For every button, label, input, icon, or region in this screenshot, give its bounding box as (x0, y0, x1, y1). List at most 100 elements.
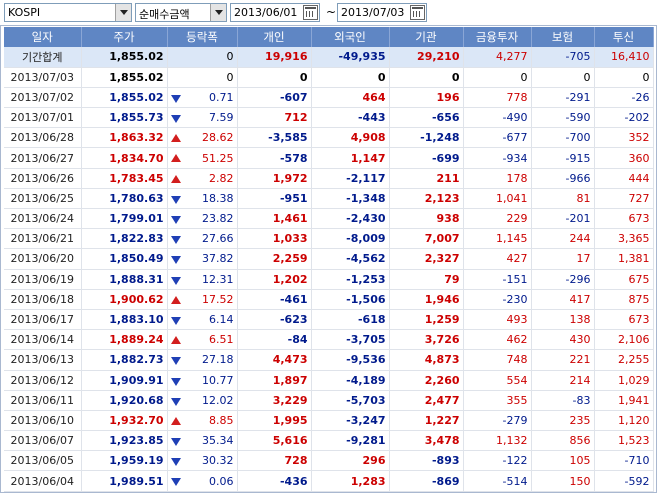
row-fin-invest: 355 (463, 390, 532, 411)
row-institution: 3,726 (389, 329, 464, 351)
row-institution: 3,478 (389, 430, 464, 452)
down-arrow-icon (170, 216, 181, 224)
row-institution: 2,260 (389, 370, 464, 391)
row-fin-invest: -514 (463, 470, 532, 492)
col-price[interactable]: 주가 (81, 27, 168, 47)
row-change: 27.66 (167, 228, 238, 250)
table-row[interactable]: 2013/06/24 1,799.01 23.82 1,461 -2,430 938 229… (4, 208, 654, 230)
end-date-field[interactable]: 2013/07/03 (337, 3, 427, 22)
col-foreign[interactable]: 외국인 (311, 27, 390, 47)
row-trust: 673 (594, 309, 654, 331)
row-institution: 1,227 (389, 410, 464, 432)
row-change: 37.82 (167, 248, 238, 270)
row-date: 2013/06/27 (4, 147, 82, 169)
table-row[interactable]: 2013/06/28 1,863.32 28.62 -3,585 4,908 -1,248… (4, 127, 654, 149)
row-institution: 1,946 (389, 289, 464, 310)
row-fin-invest: 427 (463, 248, 532, 270)
row-date: 2013/06/19 (4, 269, 82, 290)
row-price: 1,855.02 (81, 67, 168, 88)
start-date-field[interactable]: 2013/06/01 (230, 3, 320, 22)
col-fin-invest[interactable]: 금융투자 (463, 27, 532, 47)
row-institution: 196 (389, 87, 464, 109)
col-trust[interactable]: 투신 (594, 27, 654, 47)
col-individual[interactable]: 개인 (237, 27, 312, 47)
row-institution: 2,477 (389, 390, 464, 411)
row-foreign: -1,253 (311, 269, 390, 290)
row-institution: 79 (389, 269, 464, 290)
market-select[interactable]: KOSPI (4, 3, 132, 22)
row-foreign: -2,117 (311, 168, 390, 189)
row-change: 28.62 (167, 127, 238, 149)
table-row[interactable]: 2013/06/18 1,900.62 17.52 -461 -1,506 1,946 -2… (4, 289, 654, 310)
row-institution: 938 (389, 208, 464, 230)
row-foreign: -2,430 (311, 208, 390, 230)
row-foreign: 0 (311, 67, 390, 88)
table-row[interactable]: 2013/06/26 1,783.45 2.82 1,972 -2,117 211 178-… (4, 168, 654, 189)
row-price: 1,932.70 (81, 410, 168, 432)
row-date: 2013/06/18 (4, 289, 82, 310)
row-fin-invest: -934 (463, 147, 532, 169)
table-row[interactable]: 2013/06/17 1,883.10 6.14 -623 -618 1,259 493 13… (4, 309, 654, 331)
row-trust: 673 (594, 208, 654, 230)
row-price: 1,920.68 (81, 390, 168, 411)
row-date: 2013/06/24 (4, 208, 82, 230)
chevron-down-icon[interactable] (210, 4, 226, 21)
row-date: 2013/06/12 (4, 370, 82, 391)
table-row[interactable]: 2013/06/13 1,882.73 27.18 4,473 -9,536 4,873 7… (4, 349, 654, 371)
row-fin-invest: 748 (463, 349, 532, 371)
metric-select[interactable]: 순매수금액 (135, 3, 227, 22)
row-price: 1,989.51 (81, 470, 168, 492)
chevron-down-icon[interactable] (115, 4, 131, 21)
row-trust: 2,255 (594, 349, 654, 371)
table-row[interactable]: 2013/06/07 1,923.85 35.34 5,616 -9,281 3,478 1… (4, 430, 654, 452)
calendar-icon[interactable] (303, 5, 318, 20)
table-row[interactable]: 2013/06/21 1,822.83 27.66 1,033 -8,009 7,007 1… (4, 228, 654, 250)
col-insurance[interactable]: 보험 (531, 27, 595, 47)
filter-toolbar: KOSPI 순매수금액 2013/06/01 ~ 2013/07/03 (0, 0, 657, 26)
row-institution: 2,327 (389, 248, 464, 270)
row-date: 2013/07/03 (4, 67, 82, 88)
table-row[interactable]: 2013/07/03 1,855.02 0 0 0 0 0 0 0 (4, 67, 654, 88)
row-trust: 0 (594, 67, 654, 88)
row-price: 1,799.01 (81, 208, 168, 230)
row-institution: 0 (389, 67, 464, 88)
table-row[interactable]: 2013/06/10 1,932.70 8.85 1,995 -3,247 1,227 -2… (4, 410, 654, 432)
table-row[interactable]: 2013/06/19 1,888.31 12.31 1,202 -1,253 79 -151… (4, 269, 654, 290)
row-individual: 728 (237, 450, 312, 472)
col-date[interactable]: 일자 (4, 27, 82, 47)
row-fin-invest: 493 (463, 309, 532, 331)
row-institution: -869 (389, 470, 464, 492)
table-row[interactable]: 2013/06/27 1,834.70 51.25 -578 1,147 -699 -934… (4, 147, 654, 169)
table-row[interactable]: 2013/06/25 1,780.63 18.38 -951 -1,348 2,123 1,… (4, 188, 654, 210)
col-change[interactable]: 등락폭 (167, 27, 238, 47)
row-individual: -436 (237, 470, 312, 492)
row-fin-invest: 554 (463, 370, 532, 391)
col-institution[interactable]: 기관 (389, 27, 464, 47)
row-date: 2013/06/20 (4, 248, 82, 270)
table-row[interactable]: 2013/07/02 1,855.02 0.71 -607 464 196 778 -291-… (4, 87, 654, 109)
start-date-value: 2013/06/01 (234, 6, 298, 19)
row-individual: 1,202 (237, 269, 312, 290)
table-row[interactable]: 2013/06/11 1,920.68 12.02 3,229 -5,703 2,477 3… (4, 390, 654, 411)
table-row[interactable]: 2013/06/04 1,989.51 0.06 -436 1,283 -869 -514 1… (4, 470, 654, 492)
row-change: 0 (167, 67, 238, 88)
row-date: 2013/06/04 (4, 470, 82, 492)
row-price: 1,855.02 (81, 87, 168, 109)
row-institution: 4,873 (389, 349, 464, 371)
row-individual: 0 (237, 67, 312, 88)
calendar-icon[interactable] (410, 5, 425, 20)
down-arrow-icon (170, 115, 181, 124)
table-row[interactable]: 2013/06/05 1,959.19 30.32 728 296 -893 -122 105… (4, 450, 654, 472)
row-price: 1,923.85 (81, 430, 168, 452)
row-trust: 3,365 (594, 228, 654, 250)
table-row[interactable]: 2013/06/20 1,850.49 37.82 2,259 -4,562 2,327 4… (4, 248, 654, 270)
row-individual: -951 (237, 188, 312, 210)
row-insurance: 81 (531, 188, 595, 210)
row-insurance: 235 (531, 410, 595, 432)
table-row[interactable]: 2013/06/14 1,889.24 6.51 -84 -3,705 3,726 462 4… (4, 329, 654, 351)
table-row[interactable]: 2013/07/01 1,855.73 7.59 712 -443 -656 -490 -59… (4, 107, 654, 129)
row-institution: -656 (389, 107, 464, 129)
table-row[interactable]: 2013/06/12 1,909.91 10.77 1,897 -4,189 2,260 5… (4, 370, 654, 391)
summary-row[interactable]: 기간합계 1,855.02 0 19,916 -49,935 29,210 4,… (4, 47, 654, 68)
row-insurance: 417 (531, 289, 595, 310)
